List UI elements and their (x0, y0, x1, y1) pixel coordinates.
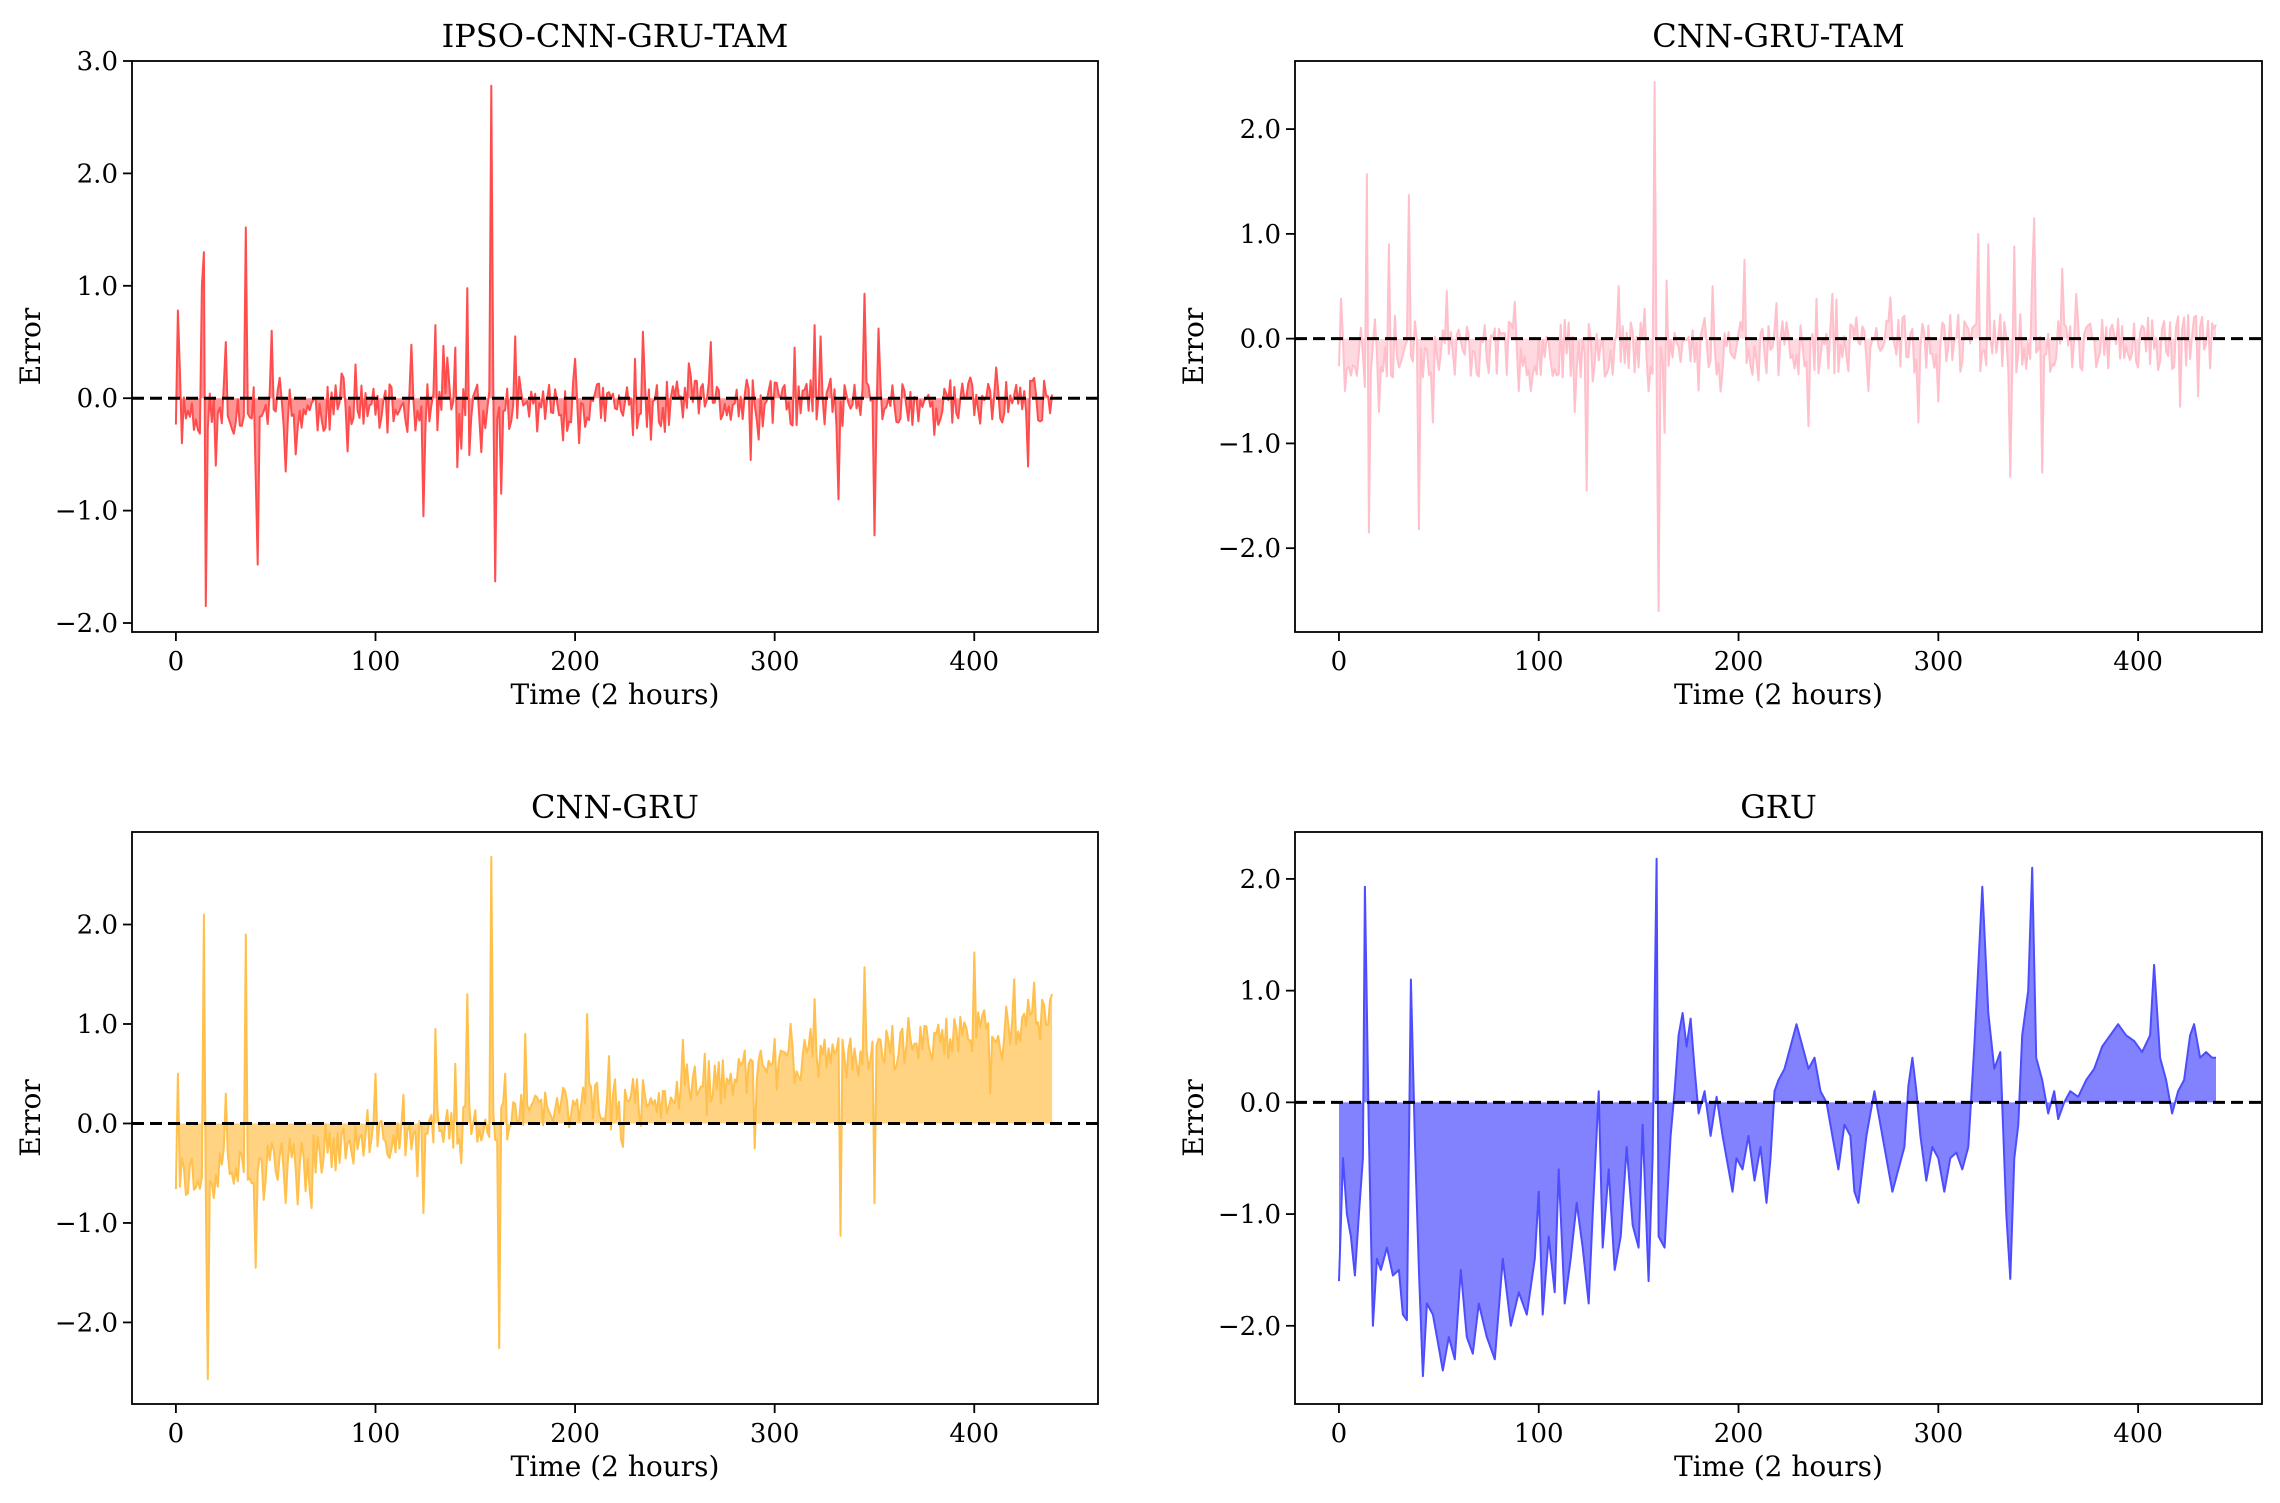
y-tick-label: 2.0 (1240, 865, 1281, 895)
chart-title: CNN-GRU (531, 788, 699, 826)
y-tick-label: 0.0 (1240, 1088, 1281, 1118)
y-tick-label: −1.0 (1218, 429, 1281, 459)
x-tick-label: 0 (168, 647, 185, 677)
y-tick-label: −2.0 (1218, 1312, 1281, 1342)
subplot-cnn-gru: 0 100 200 300 400 −2.0 −1.0 0.0 1.0 2.0 CNN-GRU Tim… (14, 788, 1099, 1483)
y-tick-label: 0.0 (77, 1109, 118, 1139)
x-tick-label: 300 (750, 1419, 800, 1449)
subplot-cnn-gru-tam: 0 100 200 300 400 −2.0 −1.0 0.0 1.0 2.0 CNN-GRU-TA… (1177, 17, 2263, 711)
x-tick-label: 0 (168, 1419, 185, 1449)
x-tick-label: 200 (550, 1419, 600, 1449)
x-tick-label: 300 (1914, 647, 1964, 677)
error-area (175, 856, 1053, 1380)
x-tick-label: 300 (750, 647, 800, 677)
x-tick-label: 400 (2113, 647, 2163, 677)
y-tick-label: 2.0 (77, 911, 118, 941)
x-tick-label: 0 (1331, 1419, 1348, 1449)
chart-title: GRU (1740, 788, 1817, 826)
y-tick-label: −2.0 (55, 1308, 118, 1338)
axes-frame (131, 831, 1099, 1405)
x-tick-label: 0 (1331, 647, 1348, 677)
error-line (174, 84, 1054, 608)
y-tick-label: 2.0 (77, 159, 118, 189)
chart-title: IPSO-CNN-GRU-TAM (442, 17, 789, 55)
axes-frame (131, 60, 1099, 633)
x-axis-label: Time (2 hours) (1674, 1450, 1883, 1483)
x-tick-label: 400 (949, 1419, 999, 1449)
error-line (174, 855, 1054, 1381)
x-tick-label: 100 (1514, 1419, 1564, 1449)
x-tick-label: 400 (949, 647, 999, 677)
y-tick-label: 0.0 (77, 384, 118, 414)
error-line (1338, 81, 2217, 612)
x-axis-label: Time (2 hours) (1674, 678, 1883, 711)
y-tick-label: 1.0 (1240, 977, 1281, 1007)
y-tick-label: 2.0 (1240, 115, 1281, 145)
y-axis-label: Error (1177, 307, 1210, 385)
x-tick-label: 100 (1514, 647, 1564, 677)
x-tick-label: 200 (1714, 647, 1764, 677)
y-tick-label: −2.0 (55, 609, 118, 639)
x-axis-label: Time (2 hours) (511, 678, 720, 711)
axes-frame (1294, 831, 2263, 1405)
x-tick-label: 200 (1714, 1419, 1764, 1449)
y-tick-label: −1.0 (55, 1209, 118, 1239)
subplot-gru: 0 100 200 300 400 −2.0 −1.0 0.0 1.0 2.0 GRU Time (2… (1177, 788, 2263, 1483)
y-axis-label: Error (14, 1079, 47, 1157)
y-axis-label: Error (14, 307, 47, 385)
axes-frame (1294, 60, 2263, 633)
y-tick-label: 1.0 (77, 272, 118, 302)
y-tick-label: 0.0 (1240, 325, 1281, 355)
error-line (1338, 857, 2216, 1378)
error-area (175, 85, 1053, 607)
error-area (1339, 858, 2216, 1377)
x-tick-label: 100 (351, 647, 401, 677)
chart-title: CNN-GRU-TAM (1652, 17, 1905, 55)
y-tick-label: −1.0 (55, 497, 118, 527)
y-tick-label: −1.0 (1218, 1200, 1281, 1230)
y-tick-label: 1.0 (1240, 220, 1281, 250)
y-tick-label: −2.0 (1218, 534, 1281, 564)
x-axis-label: Time (2 hours) (511, 1450, 720, 1483)
y-axis-label: Error (1177, 1079, 1210, 1157)
x-tick-label: 200 (550, 647, 600, 677)
x-tick-label: 400 (2113, 1419, 2163, 1449)
subplot-ipso-cnn-gru-tam: 0 100 200 300 400 −2.0 −1.0 0.0 1.0 2.0 3.0 IPSO-CN… (14, 17, 1099, 711)
x-tick-label: 100 (351, 1419, 401, 1449)
x-tick-label: 300 (1914, 1419, 1964, 1449)
y-tick-label: 1.0 (77, 1010, 118, 1040)
y-tick-label: 3.0 (77, 47, 118, 77)
